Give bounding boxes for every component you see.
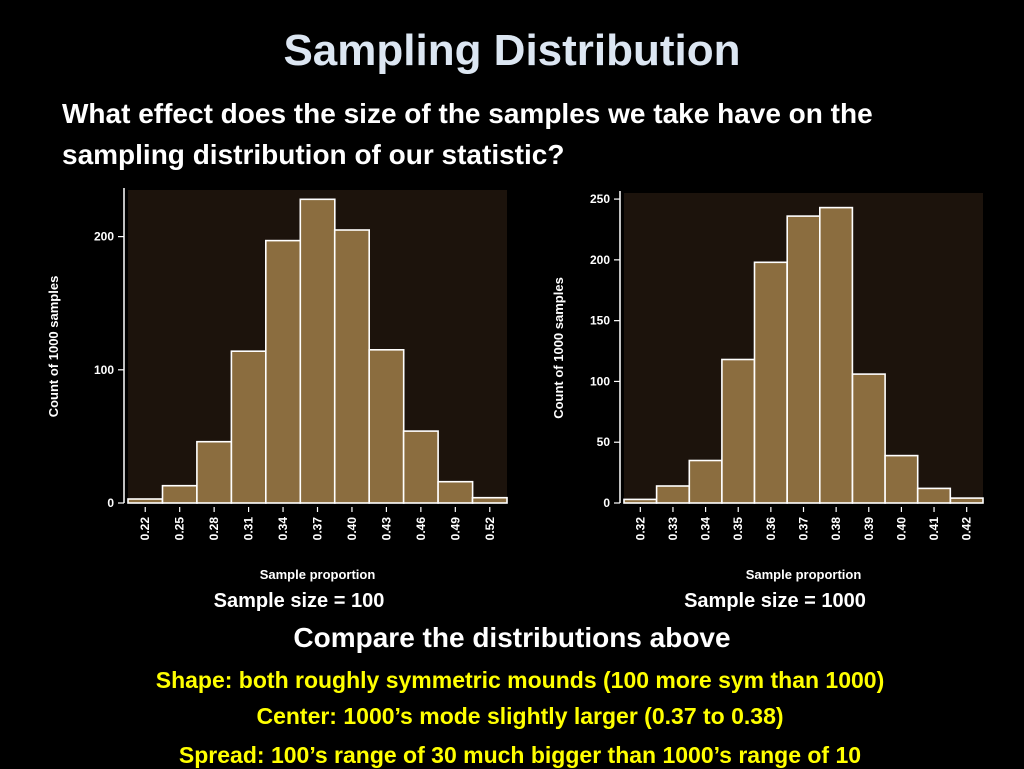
histogram-bar-0.39 bbox=[851, 373, 886, 504]
x-tick-label-0.25: 0.25 bbox=[173, 517, 187, 541]
histogram-bar-0.31 bbox=[230, 350, 267, 504]
x-tick-label-0.49: 0.49 bbox=[448, 517, 462, 541]
compare-heading: Compare the distributions above bbox=[293, 622, 731, 653]
finding-center: Center: 1000’s mode slightly larger (0.3… bbox=[256, 703, 784, 729]
histogram-bar-0.37 bbox=[786, 215, 821, 504]
y-tick-label-200: 200 bbox=[94, 230, 114, 244]
histogram-bar-0.46 bbox=[402, 430, 439, 504]
x-tick-label-0.42: 0.42 bbox=[960, 517, 974, 541]
x-tick-label-0.31: 0.31 bbox=[242, 517, 256, 541]
x-tick-label-0.43: 0.43 bbox=[379, 517, 393, 541]
x-tick-label-0.40: 0.40 bbox=[894, 517, 908, 541]
histogram-sample-size-1000: 0 50 100 150 200 250 0.32 0.33 0.34 0.35 0.36 0.37 0… bbox=[551, 191, 984, 582]
histogram-bar-0.37 bbox=[299, 198, 336, 504]
x-axis-title: Sample proportion bbox=[260, 567, 376, 582]
histogram-bar-0.52 bbox=[471, 496, 508, 504]
histogram-bar-0.25 bbox=[161, 484, 198, 504]
y-tick-label-100: 100 bbox=[94, 363, 114, 377]
histogram-sample-size-100: 0 100 200 0.22 0.25 0.28 0.31 0.34 0.37 0.40 0.43 0… bbox=[46, 188, 508, 582]
x-tick-label-0.37: 0.37 bbox=[311, 517, 325, 541]
y-tick-label-150: 150 bbox=[590, 314, 610, 328]
y-tick-label-0: 0 bbox=[603, 496, 610, 510]
x-tick-label-0.38: 0.38 bbox=[829, 517, 843, 541]
x-tick-label-0.28: 0.28 bbox=[207, 517, 221, 541]
y-tick-label-250: 250 bbox=[590, 192, 610, 206]
histogram-bar-0.40 bbox=[333, 229, 371, 504]
histogram-bar-0.40 bbox=[884, 454, 919, 504]
histogram-bar-0.28 bbox=[196, 440, 233, 504]
x-tick-label-0.22: 0.22 bbox=[138, 517, 152, 541]
x-tick-label-0.35: 0.35 bbox=[731, 517, 745, 541]
histogram-bar-0.38 bbox=[818, 206, 854, 504]
x-tick-label-0.40: 0.40 bbox=[345, 517, 359, 541]
x-tick-label-0.46: 0.46 bbox=[414, 517, 428, 541]
histogram-bar-0.49 bbox=[437, 480, 474, 504]
histogram-bar-0.33 bbox=[655, 485, 690, 504]
finding-spread: Spread: 100’s range of 30 much bigger th… bbox=[178, 742, 862, 768]
histogram-bar-0.22 bbox=[127, 498, 164, 504]
x-tick-label-0.34: 0.34 bbox=[699, 517, 713, 541]
histogram-bar-0.42 bbox=[949, 497, 984, 504]
finding-shape: Shape: both roughly symmetric mounds (10… bbox=[155, 667, 885, 693]
x-tick-label-0.37: 0.37 bbox=[797, 517, 811, 541]
histogram-bar-0.34 bbox=[688, 459, 723, 504]
x-tick-label-0.52: 0.52 bbox=[483, 517, 497, 541]
y-axis-title: Count of 1000 samples bbox=[551, 277, 566, 419]
y-tick-label-50: 50 bbox=[597, 435, 611, 449]
histogram-bar-0.41 bbox=[916, 487, 952, 504]
x-tick-label-0.34: 0.34 bbox=[276, 517, 290, 541]
x-axis-title: Sample proportion bbox=[746, 567, 862, 582]
x-tick-label-0.32: 0.32 bbox=[633, 517, 647, 541]
histogram-bar-0.43 bbox=[368, 349, 405, 504]
x-tick-label-0.36: 0.36 bbox=[764, 517, 778, 541]
histogram-bar-0.36 bbox=[753, 261, 788, 504]
chart-caption-100: Sample size = 100 bbox=[213, 590, 385, 612]
x-tick-label-0.41: 0.41 bbox=[927, 517, 941, 541]
y-tick-label-100: 100 bbox=[590, 374, 610, 388]
histogram-bar-0.32 bbox=[623, 498, 658, 504]
histogram-bar-0.35 bbox=[721, 358, 756, 504]
y-tick-label-0: 0 bbox=[107, 496, 114, 510]
histogram-bar-0.34 bbox=[265, 239, 302, 504]
chart-caption-1000: Sample size = 1000 bbox=[684, 590, 866, 612]
slide-question: What effect does the size of the samples… bbox=[62, 98, 873, 170]
slide-title: Sampling Distribution bbox=[283, 26, 741, 75]
x-tick-label-0.39: 0.39 bbox=[862, 517, 876, 541]
y-axis-title: Count of 1000 samples bbox=[46, 276, 61, 418]
y-tick-label-200: 200 bbox=[590, 253, 610, 267]
x-tick-label-0.33: 0.33 bbox=[666, 517, 680, 541]
